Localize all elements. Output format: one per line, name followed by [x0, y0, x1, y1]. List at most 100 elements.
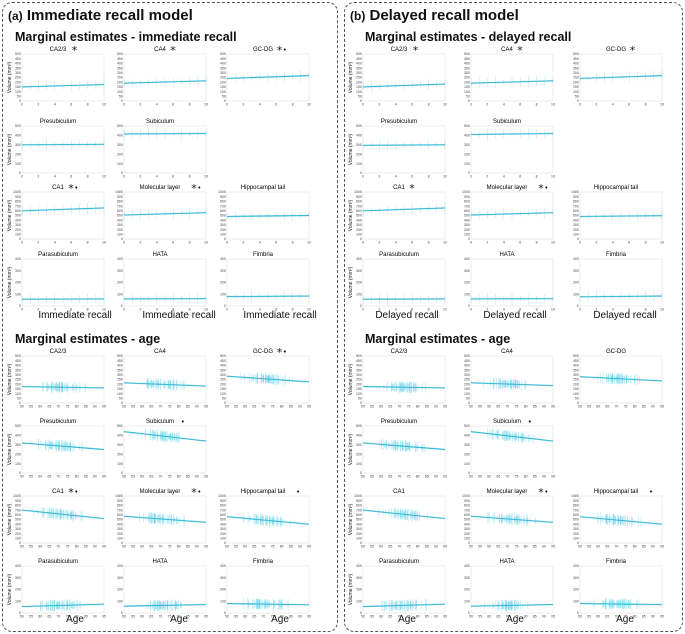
x-tick-label: 90	[195, 475, 199, 479]
x-tick-label: 80	[524, 545, 528, 549]
y-tick-label: 200	[356, 532, 362, 536]
y-tick-label: 500	[117, 354, 123, 358]
y-tick-label: 300	[15, 223, 21, 227]
x-tick-label: 4	[259, 308, 261, 312]
y-tick-label: 100	[220, 599, 226, 603]
x-tick-label: 80	[280, 615, 284, 619]
y-tick-label: 0	[468, 171, 470, 175]
y-tick-label: 0	[468, 99, 470, 103]
x-tick-label: 70	[56, 615, 60, 619]
x-tick-label: 6	[172, 241, 174, 245]
y-tick-label: 150	[464, 387, 470, 391]
x-tick-label: 65	[252, 545, 256, 549]
y-tick-label: 50	[466, 95, 470, 99]
y-tick-label: 600	[220, 209, 226, 213]
subfield-title: Parasubiculum	[379, 559, 419, 565]
subfield-title: HATA	[152, 559, 167, 565]
x-tick-label: 55	[29, 545, 33, 549]
x-tick-label: 75	[515, 405, 519, 409]
x-tick-label: 2	[139, 103, 141, 107]
y-tick-label: 600	[464, 209, 470, 213]
x-tick-label: 60	[38, 475, 42, 479]
y-tick-label: 0	[121, 401, 123, 405]
plot-frame	[123, 495, 207, 544]
y-tick-label: 0	[577, 611, 579, 615]
asterisk-marker: *	[277, 44, 283, 57]
x-tick-label: 80	[416, 405, 420, 409]
y-tick-label: 500	[117, 424, 123, 428]
x-tick-label: 65	[496, 475, 500, 479]
x-tick-label: 85	[186, 615, 190, 619]
y-tick-label: 300	[220, 71, 226, 75]
subfield-chart: 0 100 200 300 400 0 2 4 6 8 10 Volume (mm³) Parasubi…	[348, 252, 447, 311]
x-tick-label: 95	[443, 545, 447, 549]
x-tick-label: 2	[37, 175, 39, 179]
x-tick-label: 90	[434, 475, 438, 479]
y-tick-label: 150	[573, 85, 579, 89]
subfield-title: GC-DG	[253, 47, 273, 53]
x-tick-label: 95	[660, 405, 664, 409]
y-tick-label: 250	[15, 378, 21, 382]
y-tick-label: 500	[464, 124, 470, 128]
y-tick-label: 100	[464, 392, 470, 396]
y-tick-label: 1000	[354, 190, 362, 194]
x-tick-label: 55	[587, 615, 591, 619]
fitted-line	[362, 83, 446, 88]
fitted-line	[226, 75, 310, 79]
x-tick-label: 85	[186, 405, 190, 409]
y-tick-label: 900	[464, 195, 470, 199]
fitted-line	[123, 515, 207, 523]
x-tick-label: 10	[443, 241, 447, 245]
y-tick-label: 0	[121, 99, 123, 103]
fitted-line	[579, 376, 663, 382]
x-tick-label: 65	[149, 405, 153, 409]
dot-marker: •	[74, 184, 78, 192]
x-tick-label: 90	[542, 545, 546, 549]
y-tick-label: 200	[356, 228, 362, 232]
plot-frame	[362, 565, 446, 614]
subfield-title: Molecular layer	[140, 185, 181, 191]
asterisk-marker: *	[191, 182, 197, 195]
x-tick-label: 90	[195, 405, 199, 409]
x-tick-label: 50	[20, 475, 24, 479]
x-tick-label: 75	[407, 405, 411, 409]
x-tick-label: 85	[186, 475, 190, 479]
y-tick-label: 100	[220, 392, 226, 396]
y-tick-label: 250	[117, 378, 123, 382]
fitted-line	[123, 431, 207, 442]
y-tick-label: 450	[464, 57, 470, 61]
x-tick-label: 2	[242, 241, 244, 245]
plot-frame	[123, 258, 207, 307]
y-tick-label: 200	[220, 228, 226, 232]
y-tick-label: 50	[575, 397, 579, 401]
y-tick-label: 700	[15, 204, 21, 208]
y-tick-label: 200	[117, 152, 123, 156]
y-tick-label: 400	[464, 62, 470, 66]
y-tick-label: 400	[573, 564, 579, 568]
subfield-title: GC-DG	[606, 349, 626, 355]
asterisk-marker: *	[409, 182, 415, 195]
subfield-title: CA1	[393, 489, 405, 495]
fitted-line	[579, 75, 663, 79]
x-tick-label: 95	[204, 475, 208, 479]
x-tick-label: 8	[87, 175, 89, 179]
x-tick-label: 2	[378, 175, 380, 179]
y-tick-label: 200	[15, 281, 21, 285]
y-tick-label: 700	[220, 204, 226, 208]
plot-frame	[470, 355, 554, 404]
y-tick-label: 350	[117, 368, 123, 372]
y-tick-label: 300	[15, 576, 21, 580]
x-tick-label: 10	[102, 175, 106, 179]
x-tick-label: 0	[21, 308, 23, 312]
x-tick-label: 4	[612, 308, 614, 312]
dot-marker: •	[283, 348, 287, 356]
x-tick-label: 75	[168, 615, 172, 619]
y-tick-label: 350	[220, 368, 226, 372]
dot-marker: •	[197, 488, 201, 496]
x-tick-label: 55	[370, 615, 374, 619]
y-tick-label: 200	[117, 382, 123, 386]
y-tick-label: 200	[573, 80, 579, 84]
